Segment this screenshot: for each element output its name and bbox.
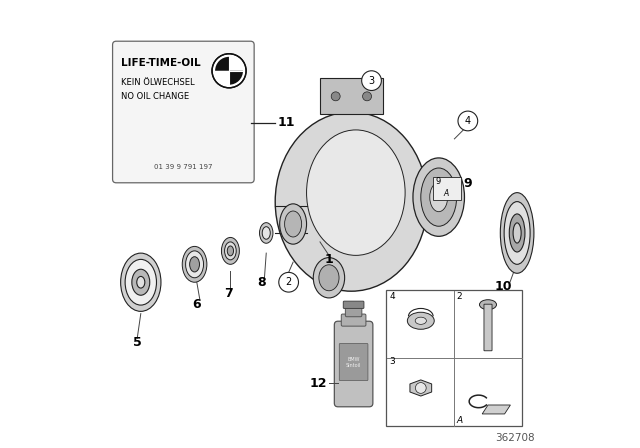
Text: A: A bbox=[457, 416, 463, 425]
FancyBboxPatch shape bbox=[387, 290, 522, 426]
Text: 8: 8 bbox=[257, 276, 266, 289]
Ellipse shape bbox=[260, 223, 273, 243]
Ellipse shape bbox=[285, 211, 301, 237]
Circle shape bbox=[415, 383, 426, 393]
Text: BMW
Sintoil: BMW Sintoil bbox=[346, 357, 362, 368]
Text: NO OIL CHANGE: NO OIL CHANGE bbox=[121, 92, 189, 101]
FancyBboxPatch shape bbox=[433, 177, 461, 200]
Ellipse shape bbox=[504, 202, 530, 264]
Ellipse shape bbox=[500, 193, 534, 273]
Ellipse shape bbox=[314, 258, 344, 298]
Text: 9: 9 bbox=[436, 177, 441, 185]
Ellipse shape bbox=[186, 251, 204, 278]
FancyBboxPatch shape bbox=[339, 344, 368, 381]
FancyBboxPatch shape bbox=[113, 41, 254, 183]
Text: 12: 12 bbox=[309, 376, 327, 390]
Ellipse shape bbox=[121, 253, 161, 311]
Ellipse shape bbox=[509, 214, 525, 252]
Circle shape bbox=[332, 92, 340, 101]
Circle shape bbox=[279, 272, 298, 292]
Circle shape bbox=[212, 54, 246, 88]
Text: 01 39 9 791 197: 01 39 9 791 197 bbox=[154, 164, 212, 170]
Ellipse shape bbox=[307, 130, 405, 255]
Text: 2: 2 bbox=[457, 292, 462, 301]
Text: 11: 11 bbox=[278, 116, 295, 129]
Text: 3: 3 bbox=[369, 76, 374, 86]
FancyBboxPatch shape bbox=[343, 301, 364, 309]
Ellipse shape bbox=[319, 265, 339, 291]
Circle shape bbox=[362, 92, 371, 101]
Text: 2: 2 bbox=[285, 277, 292, 287]
Text: 7: 7 bbox=[224, 287, 232, 300]
Ellipse shape bbox=[189, 257, 200, 272]
Text: 10: 10 bbox=[495, 280, 513, 293]
Ellipse shape bbox=[182, 246, 207, 282]
FancyBboxPatch shape bbox=[484, 304, 492, 351]
Text: LIFE-TIME-OIL: LIFE-TIME-OIL bbox=[121, 58, 200, 68]
Ellipse shape bbox=[421, 168, 457, 226]
Text: 3: 3 bbox=[389, 357, 395, 366]
FancyBboxPatch shape bbox=[346, 306, 362, 317]
Ellipse shape bbox=[513, 223, 521, 243]
Ellipse shape bbox=[280, 204, 307, 244]
FancyBboxPatch shape bbox=[320, 78, 383, 114]
Ellipse shape bbox=[430, 183, 448, 212]
FancyBboxPatch shape bbox=[334, 321, 373, 407]
Ellipse shape bbox=[415, 317, 426, 324]
Text: KEIN ÖLWECHSEL: KEIN ÖLWECHSEL bbox=[121, 78, 195, 87]
Ellipse shape bbox=[479, 300, 497, 310]
Circle shape bbox=[362, 71, 381, 90]
Text: 9: 9 bbox=[463, 177, 472, 190]
Ellipse shape bbox=[262, 227, 270, 239]
Text: 4: 4 bbox=[389, 292, 395, 301]
Text: A: A bbox=[443, 189, 449, 198]
FancyBboxPatch shape bbox=[341, 314, 366, 326]
Ellipse shape bbox=[413, 158, 465, 237]
Ellipse shape bbox=[225, 242, 236, 260]
Ellipse shape bbox=[132, 269, 150, 295]
Ellipse shape bbox=[275, 112, 428, 291]
Text: 4: 4 bbox=[465, 116, 471, 126]
Polygon shape bbox=[410, 380, 431, 396]
Ellipse shape bbox=[125, 259, 157, 305]
Circle shape bbox=[458, 111, 477, 131]
Polygon shape bbox=[482, 405, 511, 414]
Text: 1: 1 bbox=[324, 253, 333, 267]
Text: 6: 6 bbox=[193, 298, 201, 311]
Text: 362708: 362708 bbox=[495, 433, 535, 443]
Ellipse shape bbox=[227, 246, 234, 256]
Text: 5: 5 bbox=[133, 336, 141, 349]
Ellipse shape bbox=[221, 237, 239, 264]
Wedge shape bbox=[229, 71, 243, 85]
Ellipse shape bbox=[137, 276, 145, 288]
Wedge shape bbox=[215, 57, 229, 71]
Ellipse shape bbox=[408, 312, 435, 329]
